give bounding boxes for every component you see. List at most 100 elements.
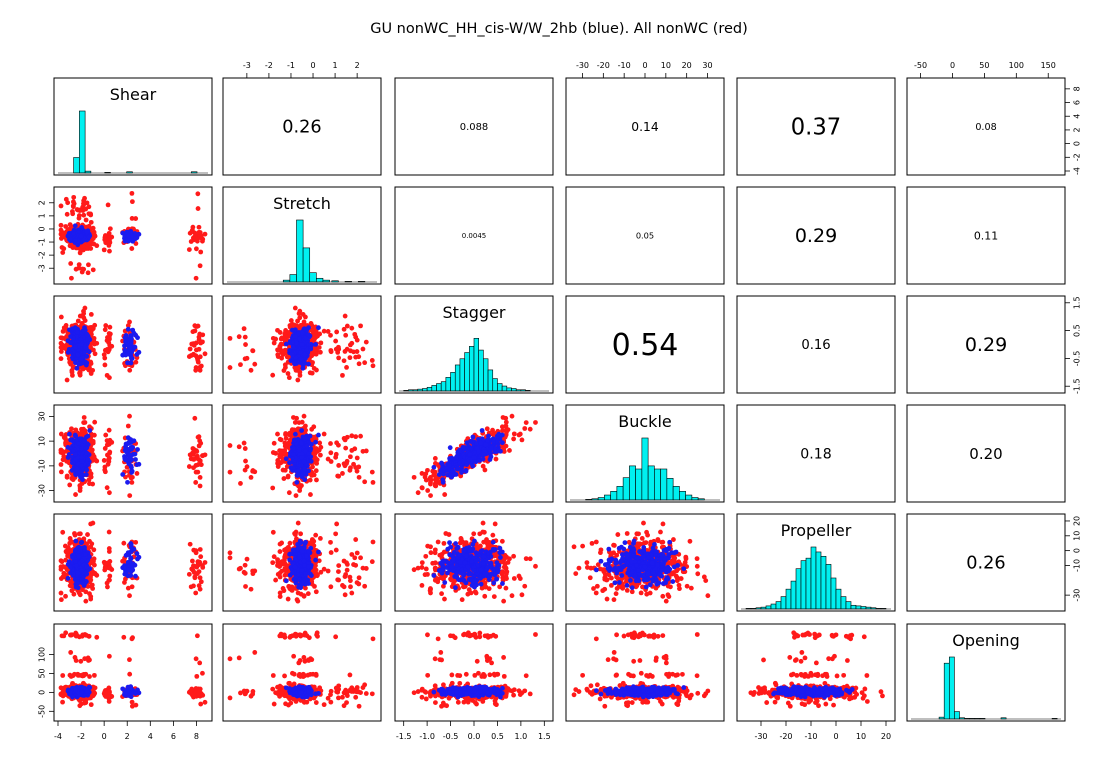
scatter-point-red [275,347,280,353]
scatter-point-blue [447,445,453,451]
panel-stretch-stagger: 0.0045 [394,186,554,285]
scatter-point-red [309,426,315,432]
correlation-value: 0.29 [965,334,1007,356]
scatter-point-red [348,348,353,354]
scatter-point-red [369,469,375,475]
scatter-point-red [309,471,315,477]
scatter-point-blue [299,342,305,347]
panel-buckle-shear [53,404,213,503]
scatter-point-red [297,488,303,493]
scatter-point-blue [74,466,80,472]
scatter-point-red [127,367,133,373]
panel-propeller-shear [53,513,213,612]
scatter-point-blue [438,468,444,474]
scatter-point-red [503,423,509,429]
scatter-point-blue [313,341,319,347]
scatter-point-blue [295,472,301,478]
scatter-point-red [297,369,303,375]
scatter-point-red [196,346,202,352]
panel-frame [222,77,382,176]
scatter-point-red [196,443,202,449]
scatter-point-red [363,339,369,345]
scatter-point-red [196,457,202,463]
scatter-point-red [288,318,294,323]
scatter-point-blue [123,352,129,358]
scatter-point-red [106,529,112,535]
scatter-point-blue [65,455,71,460]
scatter-point-red [340,471,345,476]
scatter-point-red [81,426,86,432]
scatter-point-red [227,365,233,370]
scatter-point-red [198,462,204,468]
scatter-point-red [60,345,65,351]
hist-bar [426,386,433,392]
scatter-point-red [193,367,199,373]
scatter-point-red [58,597,64,603]
scatter-point-blue [290,451,296,457]
scatter-point-blue [447,463,452,468]
scatter-point-red [107,226,113,232]
scatter-point-red [85,270,91,276]
scatter-point-red [493,456,499,462]
scatter-point-red [58,222,64,228]
scatter-point-red [77,483,83,488]
scatter-point-red [270,485,276,491]
scatter-point-red [310,464,315,470]
panel-stretch-shear [53,186,213,285]
scatter-point-red [84,200,90,206]
scatter-point-red [197,263,203,269]
scatter-point-red [283,431,289,436]
hist-bar [473,337,479,392]
scatter-point-blue [495,438,500,444]
scatter-point-red [73,492,78,497]
correlation-value: 0.20 [969,445,1002,463]
scatter-point-red [82,195,87,201]
scatter-point-red [200,339,205,345]
hist-bar [622,477,630,501]
scatter-point-blue [302,436,308,442]
scatter-point-red [192,236,198,242]
scatter-point-blue [125,360,130,366]
hist-bar [497,383,503,392]
panel-buckle-stagger [394,404,554,503]
scatter-point-blue [457,447,463,453]
scatter-point-red [347,454,353,460]
hist-bar [289,274,297,283]
scatter-point-blue [473,459,479,465]
scatter-point-blue [72,432,78,438]
scatter-point-blue [306,468,311,474]
scatter-point-red [196,224,202,230]
scatter-point-blue [287,348,293,353]
hist-bar [666,477,674,501]
scatter-point-blue [290,446,296,452]
hist-bar [501,385,508,392]
scatter-point-blue [474,446,480,452]
panel-stretch-buckle: 0.05 [565,186,725,285]
scatter-point-red [334,440,340,446]
scatter-point-blue [84,451,90,457]
scatter-point-blue [294,479,300,485]
correlation-value: 0.0045 [462,232,487,240]
hist-bar [296,219,304,283]
scatter-point-red [195,191,201,197]
scatter-point-red [313,351,319,357]
scatter-point-red [321,431,327,437]
scatter-point-blue [483,442,489,448]
scatter-point-blue [454,454,459,460]
panel-stagger-shear [53,295,213,394]
scatter-point-red [198,249,204,255]
scatter-point-blue [306,325,311,331]
scatter-point-blue [73,238,78,244]
scatter-point-red [104,485,110,491]
panel-shear-opening: 0.08 [906,77,1066,176]
scatter-point-red [425,488,431,493]
scatter-point-red [360,448,366,454]
scatter-point-red [77,488,83,493]
scatter-point-blue [283,341,289,347]
scatter-point-blue [133,236,138,242]
scatter-point-red [82,420,88,425]
scatter-point-blue [439,460,444,466]
scatter-point-red [328,450,334,456]
scatter-point-red [347,342,353,348]
scatter-point-blue [125,479,130,485]
